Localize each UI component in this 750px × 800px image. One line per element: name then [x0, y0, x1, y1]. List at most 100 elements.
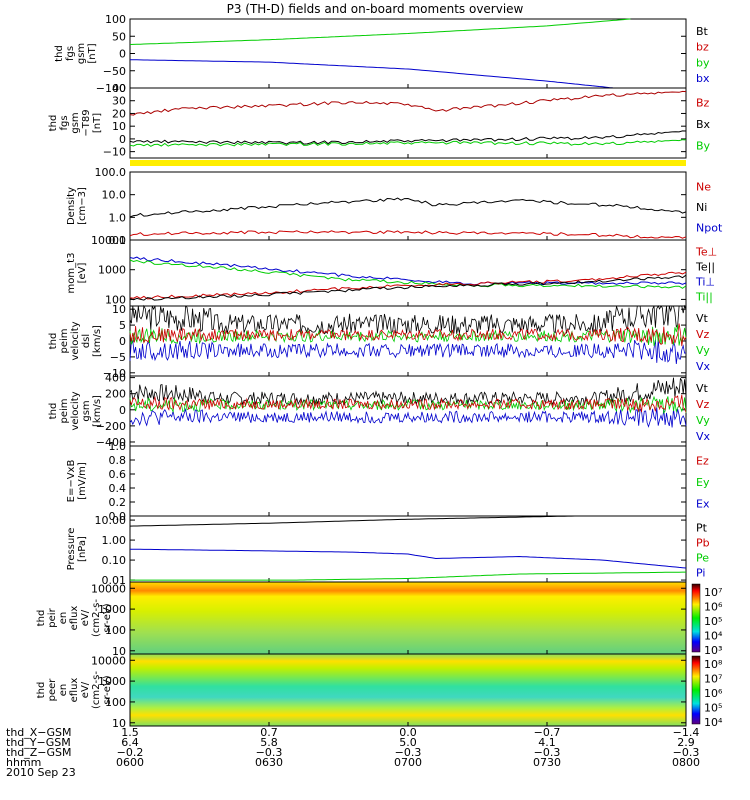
series-Bt: [129, 18, 631, 45]
legend-Vt: Vt: [696, 312, 709, 325]
legend-Vy: Vy: [696, 344, 710, 357]
ylabel: velocity: [70, 391, 81, 430]
legend-Ez: Ez: [696, 455, 709, 468]
xaxis-row-label: 2010 Sep 23: [6, 766, 76, 779]
panel-mom-temp: 10000 1000 100 mom_t3 [eV] Te⊥ Te|| Ti⊥ Ti||: [66, 234, 717, 307]
series-Vx: [129, 338, 687, 365]
ylabel: thd: [54, 45, 65, 62]
ytick-label: 10.00: [95, 514, 127, 527]
panel-frame: [129, 171, 687, 241]
ytick-label: 200: [105, 388, 126, 401]
ylabel: fgs: [59, 115, 70, 130]
ylabel: thd: [36, 610, 47, 627]
legend-Vt: Vt: [696, 382, 709, 395]
ylabel: en: [58, 612, 69, 625]
separator-bar: [130, 160, 686, 166]
series-By: [129, 139, 687, 147]
legend-Te⊥: Te⊥: [695, 246, 717, 259]
ytick-label: 0.4: [109, 482, 127, 495]
ylabel: en: [58, 684, 69, 697]
xaxis-row-label: thd_Z−GSM: [6, 746, 72, 759]
colorbar-label: 10⁵: [704, 702, 722, 715]
ytick-label: 10.0: [102, 189, 127, 202]
ylabel: E=−VxB: [66, 460, 77, 503]
ylabel: Pressure: [66, 528, 77, 571]
xaxis-tick-label: 0730: [533, 756, 561, 769]
ylabel: peim: [59, 328, 70, 353]
ytick-label: 0.1: [109, 234, 127, 247]
colorbar-label: 10⁷: [704, 586, 722, 599]
ytick-label: −50: [103, 65, 126, 78]
ylabel: peim: [59, 398, 70, 423]
colorbar-label: 10⁸: [704, 658, 723, 671]
panel-pressure: 10.00 1.00 0.10 0.01 Pressure [nPa] Pt Pb Pe Pi: [66, 514, 710, 587]
xaxis-tick-label: −0.2: [117, 746, 144, 759]
series-Pt: [129, 515, 575, 527]
ylabel: [nT]: [87, 43, 98, 63]
colorbar-label: 10⁴: [704, 716, 723, 729]
ylabel: thd: [48, 115, 59, 132]
xaxis-tick-label: 4.1: [538, 736, 556, 749]
ytick-label: −200: [96, 420, 126, 433]
xaxis-tick-label: −0.3: [256, 746, 283, 759]
xaxis-tick-label: 5.8: [260, 736, 278, 749]
xaxis-tick-label: −0.7: [534, 726, 561, 739]
panel-frame: [129, 445, 687, 517]
xaxis-row-label: thd_Y−GSM: [6, 736, 71, 749]
ylabel: [km/s]: [92, 395, 103, 427]
ylabel: eV/: [80, 681, 91, 698]
series-Pi: [130, 548, 687, 569]
series-Vt: [129, 304, 687, 335]
ytick-label: 20: [112, 107, 126, 120]
ylabel: [nT]: [92, 113, 103, 133]
xaxis-tick-label: −0.3: [534, 746, 561, 759]
ytick-label: 0.0: [109, 510, 127, 523]
ylabel: [km/s]: [92, 325, 103, 357]
xaxis-row-label: thd_X−GSM: [6, 726, 72, 739]
legend-Ey: Ey: [696, 476, 710, 489]
legend-bx: bx: [696, 72, 710, 85]
colorbar-label: 10⁵: [704, 615, 722, 628]
xaxis-tick-label: 0800: [672, 756, 700, 769]
ylabel: [eV]: [77, 263, 88, 284]
ytick-label: 100: [105, 13, 126, 26]
colorbar-label: 10⁴: [704, 630, 723, 643]
ylabel: thd: [36, 682, 47, 699]
xaxis-tick-label: −0.3: [395, 746, 422, 759]
colorbar-label: 10⁶: [704, 687, 723, 700]
ytick-label: 10: [112, 645, 126, 658]
legend-Vy: Vy: [696, 414, 710, 427]
series-Vz: [129, 394, 687, 413]
ytick-label: −10: [103, 367, 126, 380]
xaxis-tick-label: 5.0: [399, 736, 417, 749]
panel-density: 100.0 10.0 1.0 0.1 Density [cm−3] Ne Ni Npot: [66, 166, 723, 247]
ytick-label: 100.0: [95, 166, 127, 179]
spectrogram-image: [130, 654, 686, 726]
legend-Pb: Pb: [696, 537, 710, 550]
ytick-label: 10: [112, 303, 126, 316]
panel-peim-velocity-dsl: 10 5 0 −5 −10 thd peim velocity dsl [km/s] Vt Vz Vy V…: [48, 303, 711, 380]
legend-by: by: [696, 56, 710, 69]
ylabel: [mV/m]: [77, 462, 88, 500]
xaxis-tick-label: 2.9: [677, 736, 695, 749]
legend-Ti||: Ti||: [695, 291, 713, 304]
legend-Pi: Pi: [696, 567, 705, 580]
ylabel: sr-eV): [102, 675, 113, 704]
ytick-label: 10000: [91, 234, 126, 247]
panel-frame: [129, 87, 687, 159]
panel-e-field: 1.00.80.60.40.20.0 E=−VxB [mV/m] Ez Ey Ex: [66, 440, 710, 523]
ytick-label: 30: [112, 95, 126, 108]
ytick-label: 0.6: [109, 468, 127, 481]
xaxis-tick-label: 6.4: [121, 736, 139, 749]
ytick-label: 1000: [98, 603, 126, 616]
xaxis-tick-label: 0600: [116, 756, 144, 769]
ylabel: eV/: [80, 609, 91, 626]
ylabel: gsm: [81, 400, 92, 421]
ylabel: [nPa]: [77, 536, 88, 562]
ytick-label: 0: [119, 48, 126, 61]
legend-bz: bz: [696, 41, 709, 54]
legend-Bx: Bx: [696, 118, 711, 131]
ytick-label: 1.0: [109, 211, 127, 224]
